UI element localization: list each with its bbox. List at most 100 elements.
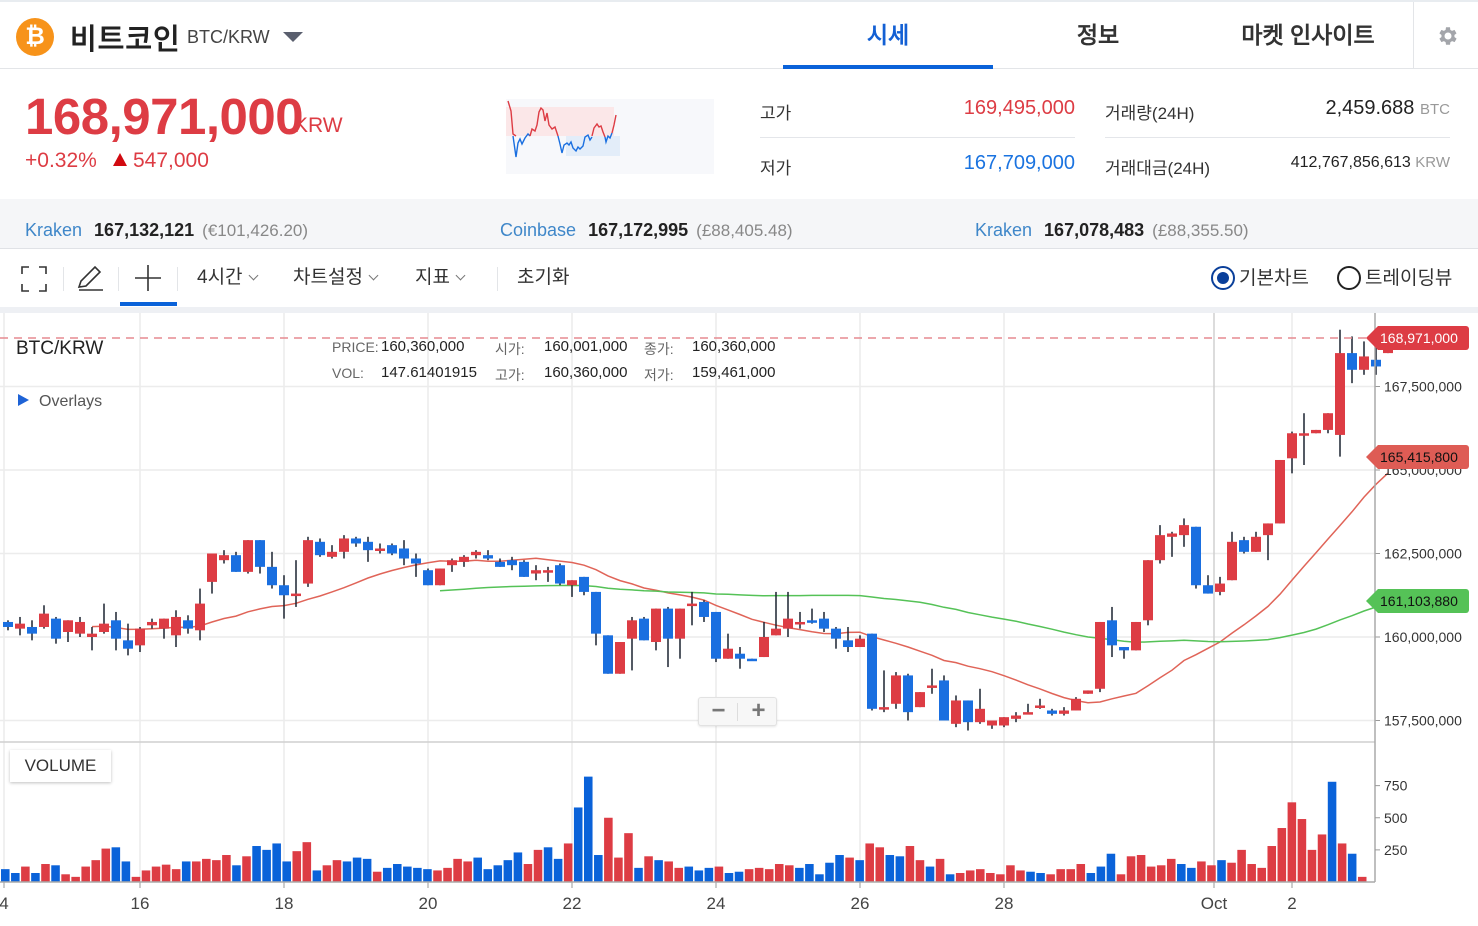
exchange-prices-bar: Kraken 167,132,121 (€101,426.20) Coinbase 1…	[0, 199, 1478, 249]
chevron-down-icon	[248, 270, 258, 281]
exchange-name: Kraken	[25, 220, 83, 240]
change-percent: +0.32%	[25, 149, 97, 172]
toolbar-divider	[63, 267, 64, 291]
exchange-name: Coinbase	[500, 220, 577, 240]
svg-text:500: 500	[1384, 810, 1408, 826]
coin-pair: BTC/KRW	[187, 27, 270, 47]
gear-icon	[1439, 27, 1457, 45]
current-price: 168,971,000	[25, 88, 304, 145]
coin-name: 비트코인	[70, 24, 181, 56]
crosshair-button[interactable]	[133, 250, 163, 307]
exchange-price: 167,132,121	[94, 220, 195, 240]
top-bar: ₿ 비트코인 BTC/KRW 시세 정보 마켓 인사이트	[0, 0, 1478, 69]
triangle-up-icon	[113, 153, 127, 166]
high-value: 169,495,000	[963, 97, 1075, 119]
exchange-fx: (€101,426.20)	[202, 221, 309, 240]
svg-text:20: 20	[419, 894, 438, 913]
candlesticks	[3, 329, 1393, 731]
current-price-unit: KRW	[294, 114, 343, 137]
exchange-price: 167,172,995	[588, 220, 689, 240]
overlays-toggle[interactable]: Overlays	[18, 393, 102, 411]
indicators-label: 지표	[415, 267, 450, 288]
active-tool-indicator	[120, 302, 177, 306]
tab-price-label: 시세	[866, 22, 910, 48]
reset-button[interactable]: 초기화	[517, 250, 569, 307]
tab-market-insight[interactable]: 마켓 인사이트	[1203, 2, 1413, 69]
settings-button[interactable]	[1413, 2, 1478, 69]
pencil-icon	[77, 265, 103, 291]
chart-settings-dropdown[interactable]: 차트설정	[293, 250, 379, 307]
exchange-name: Kraken	[975, 220, 1033, 240]
exchange-fx: (£88,405.48)	[696, 221, 793, 240]
fullscreen-button[interactable]	[20, 250, 50, 307]
bitcoin-icon: ₿	[16, 18, 54, 56]
legend-close-label: 종가:	[644, 341, 674, 357]
svg-text:26: 26	[851, 894, 870, 913]
stat-divider	[1105, 137, 1450, 138]
chart-settings-label: 차트설정	[293, 267, 363, 288]
stat-divider	[760, 137, 1075, 138]
crosshair-icon	[135, 265, 161, 291]
chart-area[interactable]: 157,500,000 160,000,000 162,500,000 165,000…	[0, 307, 1478, 926]
chevron-down-icon	[368, 270, 379, 281]
sparkline-chart	[506, 99, 714, 174]
radio-basic-chart[interactable]: 기본차트	[1211, 266, 1309, 291]
turnover-value: 412,767,856,613	[1290, 154, 1411, 171]
exchange-item[interactable]: Kraken 167,078,483 (£88,355.50)	[975, 220, 1249, 241]
legend-price: 160,360,000	[381, 338, 465, 355]
legend-high: 160,360,000	[544, 364, 628, 381]
svg-text:167,500,000: 167,500,000	[1384, 379, 1462, 395]
tab-price[interactable]: 시세	[783, 2, 993, 69]
legend-open-label: 시가:	[495, 341, 525, 357]
svg-text:2: 2	[1287, 894, 1296, 913]
price-summary: 168,971,000 KRW +0.32% 547,000 고가 169,49…	[0, 69, 1478, 199]
svg-text:168,971,000: 168,971,000	[1380, 330, 1458, 346]
turnover-unit: KRW	[1415, 154, 1450, 171]
high-label: 고가	[760, 104, 792, 123]
coin-dropdown-caret-icon[interactable]	[283, 32, 303, 42]
radio-unselected-icon	[1337, 266, 1361, 290]
chart-grid	[0, 313, 1375, 882]
exchange-fx: (£88,355.50)	[1152, 221, 1249, 240]
volume-value-wrap: 2,459.688 BTC	[1200, 97, 1450, 120]
exchange-item[interactable]: Kraken 167,132,121 (€101,426.20)	[25, 220, 308, 241]
interval-dropdown[interactable]: 4시간	[197, 250, 258, 307]
price-chart-svg[interactable]: 157,500,000160,000,000162,500,000165,000…	[0, 313, 1478, 926]
svg-text:4: 4	[0, 894, 9, 913]
legend-open: 160,001,000	[544, 338, 628, 355]
chart-toolbar: 4시간 차트설정 지표 초기화 기본차트 트레이딩뷰	[0, 250, 1478, 307]
zoom-out-button[interactable]: −	[711, 697, 726, 724]
tab-info-label: 정보	[1076, 22, 1120, 48]
svg-text:18: 18	[275, 894, 294, 913]
svg-text:16: 16	[131, 894, 150, 913]
svg-text:160,000,000: 160,000,000	[1384, 629, 1462, 645]
fullscreen-icon	[21, 266, 47, 292]
radio-selected-icon	[1211, 266, 1235, 290]
volume-unit: BTC	[1420, 101, 1450, 118]
radio-basic-chart-label: 기본차트	[1239, 268, 1309, 289]
exchange-item[interactable]: Coinbase 167,172,995 (£88,405.48)	[500, 220, 793, 241]
zoom-control: − +	[698, 697, 777, 726]
volume-value: 2,459.688	[1325, 97, 1415, 119]
draw-button[interactable]	[75, 250, 107, 307]
zoom-in-button[interactable]: +	[751, 697, 766, 724]
volume-bars	[1, 776, 1367, 882]
svg-text:250: 250	[1384, 842, 1408, 858]
svg-text:165,415,800: 165,415,800	[1380, 449, 1458, 465]
radio-tradingview[interactable]: 트레이딩뷰	[1337, 266, 1452, 291]
turnover-value-wrap: 412,767,856,613 KRW	[1200, 154, 1450, 172]
low-label: 저가	[760, 159, 792, 178]
svg-text:28: 28	[995, 894, 1014, 913]
toolbar-divider	[497, 267, 498, 291]
tab-info[interactable]: 정보	[993, 2, 1203, 69]
legend-high-label: 고가:	[495, 367, 525, 383]
exchange-price: 167,078,483	[1044, 220, 1145, 240]
interval-label: 4시간	[197, 267, 243, 288]
reset-label: 초기화	[517, 267, 570, 288]
svg-text:161,103,880: 161,103,880	[1380, 593, 1458, 609]
change-amount-wrap: 547,000	[113, 149, 209, 173]
svg-text:162,500,000: 162,500,000	[1384, 546, 1462, 562]
volume-label: VOLUME	[10, 750, 111, 782]
indicators-dropdown[interactable]: 지표	[415, 250, 466, 307]
svg-text:750: 750	[1384, 778, 1408, 794]
